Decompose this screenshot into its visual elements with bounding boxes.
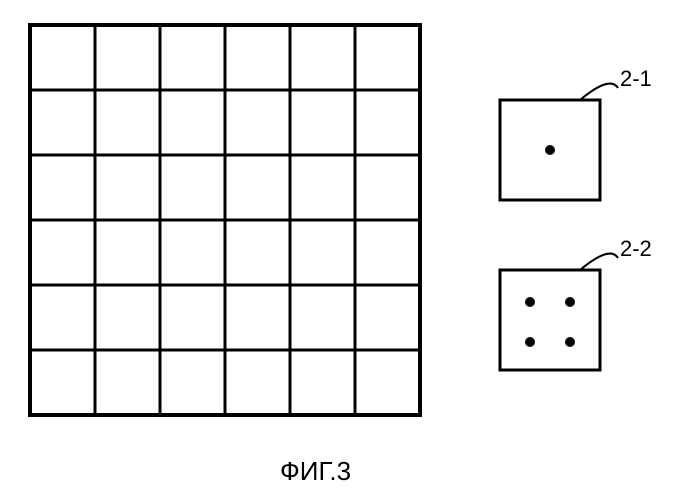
figure-caption: ФИГ.3 [280,456,351,486]
figure-svg: 2-1 2-2 ФИГ.3 [0,0,678,500]
dot-icon [545,145,555,155]
dot-icon [565,337,575,347]
legend-box [500,270,600,370]
dot-icon [525,297,535,307]
legend-label: 2-2 [620,236,652,261]
dot-icon [525,337,535,347]
main-grid [30,25,420,415]
dot-icon [565,297,575,307]
legend-label: 2-1 [620,66,652,91]
